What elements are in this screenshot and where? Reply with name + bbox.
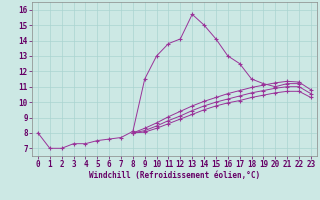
- X-axis label: Windchill (Refroidissement éolien,°C): Windchill (Refroidissement éolien,°C): [89, 171, 260, 180]
